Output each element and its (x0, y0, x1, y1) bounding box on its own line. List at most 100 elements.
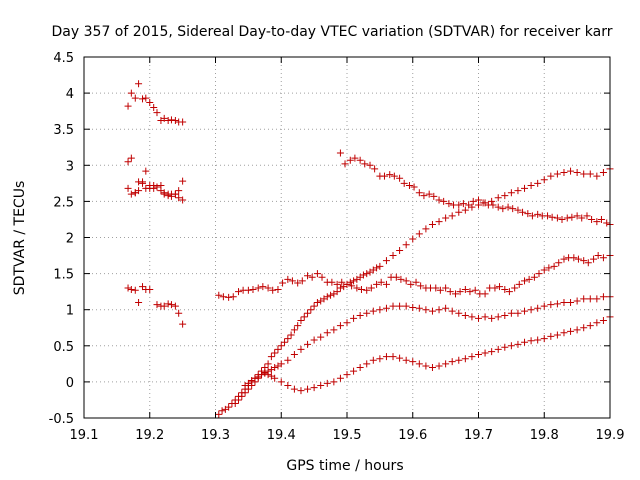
data-point (501, 192, 509, 200)
data-point (560, 255, 568, 263)
data-point (545, 264, 553, 272)
data-point (396, 174, 404, 182)
data-point (580, 295, 588, 303)
data-point (481, 313, 489, 321)
data-point (445, 200, 453, 208)
data-point (294, 322, 302, 330)
data-point (409, 304, 417, 312)
data-point (396, 246, 404, 254)
data-point (573, 326, 581, 334)
data-point (417, 282, 425, 290)
series-prn-a (124, 80, 187, 126)
data-point (567, 167, 575, 175)
data-point (179, 320, 187, 328)
data-point (281, 338, 289, 346)
data-point (599, 254, 607, 262)
data-point (356, 311, 364, 319)
data-point (525, 275, 533, 283)
series-prn-c (124, 179, 187, 204)
data-point (376, 306, 384, 314)
data-point (271, 374, 279, 382)
data-point (534, 179, 542, 187)
data-point (422, 306, 430, 314)
data-point (146, 285, 154, 293)
data-point (547, 301, 555, 309)
x-tick-label: 19.1 (70, 428, 99, 443)
data-point (363, 286, 371, 294)
data-point (514, 187, 522, 195)
data-point (573, 212, 581, 220)
data-point (361, 160, 369, 168)
data-point (573, 297, 581, 305)
data-point (422, 362, 430, 370)
data-point (153, 183, 161, 191)
data-point (507, 189, 515, 197)
data-point (323, 329, 331, 337)
y-tick-label: 3.5 (53, 123, 74, 138)
data-point (336, 322, 344, 330)
data-point (277, 360, 285, 368)
x-axis-label: GPS time / hours (286, 458, 403, 474)
series-prn-i (241, 313, 614, 395)
data-point (515, 280, 523, 288)
data-point (389, 302, 397, 310)
data-point (402, 302, 410, 310)
data-point (501, 343, 509, 351)
data-point (261, 369, 269, 377)
data-point (139, 95, 147, 103)
data-point (346, 156, 354, 164)
data-point (333, 288, 341, 296)
data-point (519, 208, 527, 216)
data-point (459, 200, 467, 208)
data-point (310, 302, 318, 310)
data-point (494, 194, 502, 202)
data-point (594, 252, 602, 260)
data-point (558, 215, 566, 223)
data-point (534, 210, 542, 218)
data-point (297, 317, 305, 325)
data-point (553, 170, 561, 178)
data-point (514, 309, 522, 317)
data-point (597, 215, 605, 223)
data-point (468, 203, 476, 211)
data-point (356, 156, 364, 164)
data-point (489, 201, 497, 209)
data-point (350, 314, 358, 322)
data-point (244, 286, 252, 294)
y-tick-label: 0.5 (53, 340, 74, 355)
data-point (274, 285, 282, 293)
data-point (235, 288, 243, 296)
data-point (369, 307, 377, 315)
data-point (514, 206, 522, 214)
data-point (274, 345, 282, 353)
data-point (363, 360, 371, 368)
data-point (461, 206, 469, 214)
data-point (179, 196, 187, 204)
data-point (494, 313, 502, 321)
data-point (527, 337, 535, 345)
data-point (386, 171, 394, 179)
data-point (583, 212, 591, 220)
series-prn-g (215, 165, 614, 418)
data-point (534, 336, 542, 344)
data-point (235, 396, 243, 404)
data-point (501, 311, 509, 319)
data-marks (124, 80, 614, 418)
data-point (448, 307, 456, 315)
x-axis-ticks: 19.1 19.2 19.3 19.4 19.5 19.6 19.7 19.8 19.9 (70, 57, 624, 443)
data-point (238, 392, 246, 400)
data-point (425, 190, 433, 198)
data-point (127, 285, 135, 293)
data-point (509, 205, 517, 213)
data-point (313, 298, 321, 306)
data-point (343, 371, 351, 379)
data-point (396, 302, 404, 310)
data-point (389, 353, 397, 361)
x-tick-label: 19.4 (267, 428, 296, 443)
data-point (219, 293, 227, 301)
data-point (410, 183, 418, 191)
data-point (593, 172, 601, 180)
series-prn-e (215, 252, 614, 301)
data-point (225, 293, 233, 301)
data-point (264, 360, 272, 368)
